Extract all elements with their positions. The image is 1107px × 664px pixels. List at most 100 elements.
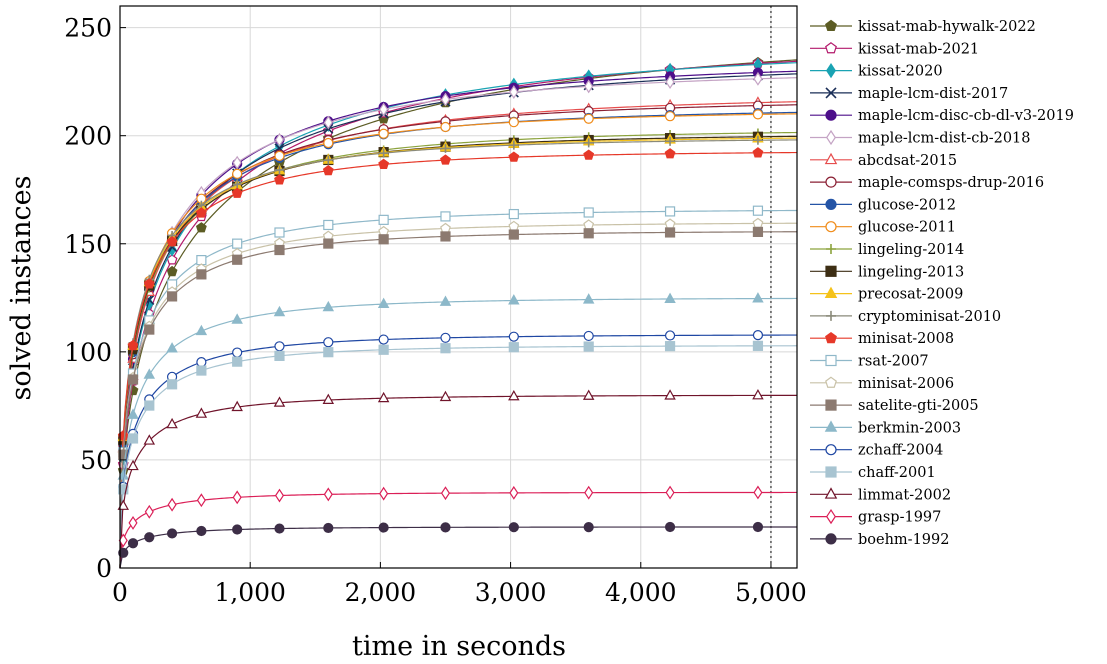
series-marker [440,143,450,153]
series-marker [826,509,836,525]
series-line [118,226,798,569]
y-tick-label: 150 [64,230,112,259]
series-marker [274,174,285,185]
series-marker [231,400,243,412]
series-path [119,139,798,569]
series-marker [824,152,838,165]
plot-frame [119,5,798,569]
series-marker [752,330,764,341]
legend-entry: lingeling-2013 [810,264,964,280]
series-marker [144,504,154,519]
legend-label: limmat-2002 [858,487,951,503]
legend-entry: chaff-2001 [810,465,936,481]
series-marker [379,102,389,117]
series-marker [509,485,519,500]
series-line [118,109,798,569]
series-marker [378,344,389,355]
series-line [117,132,798,569]
legend-label: lingeling-2014 [858,242,964,258]
series-marker [752,147,764,158]
series-marker [143,434,156,445]
series-marker [509,85,519,99]
series-marker [583,113,594,124]
series-path [119,77,798,569]
series-marker [195,407,208,418]
legend-entry: berkmin-2003 [810,420,961,436]
series-marker [232,168,243,179]
series-marker [440,231,451,242]
series-marker [664,218,676,229]
series-marker [118,547,129,558]
series-marker [166,291,178,302]
series-marker [508,229,519,240]
series-marker [274,165,284,175]
series-marker [664,111,676,122]
series-marker [378,522,389,533]
legend-label: glucose-2012 [858,197,956,213]
series-line [118,340,797,569]
legend-label: maple-lcm-disc-cb-dl-v3-2019 [858,108,1074,124]
series-path [119,151,798,569]
legend-label: kissat-mab-2021 [858,41,979,57]
series-marker [323,137,334,149]
grid [119,6,797,569]
series-marker [196,269,207,280]
legend-entry: maple-lcm-disc-cb-dl-v3-2019 [810,108,1074,124]
series-marker [118,484,129,495]
legend-label: berkmin-2003 [858,420,961,436]
series-marker [664,521,676,533]
series-marker [232,179,242,189]
series-path [119,394,798,569]
series-marker [166,417,178,429]
series-marker [583,219,595,230]
series-marker [583,149,595,160]
series-marker [378,334,389,345]
series-marker [274,488,285,503]
series-marker [166,379,178,390]
series-marker [127,459,139,471]
legend-entry: zchaff-2004 [810,443,943,459]
legend: kissat-mab-hywalk-2022 kissat-mab-2021 kis… [810,19,1074,548]
series-marker [274,227,285,238]
series-marker [323,347,334,358]
series-marker [232,524,243,535]
series-line [118,521,797,569]
series-marker [825,42,837,54]
series-marker [665,75,675,90]
series-marker [274,244,285,256]
series-line [117,292,797,569]
series-marker [824,420,838,432]
series-marker [752,340,764,351]
series-marker [273,305,286,317]
legend-label: abcdsat-2015 [858,153,957,169]
series-marker [379,486,389,501]
y-tick-label: 100 [64,338,112,367]
legend-label: glucose-2011 [858,220,956,236]
series-line [117,389,798,569]
legend-entry: abcdsat-2015 [810,153,957,169]
series-marker [127,538,139,549]
legend-entry: glucose-2012 [810,197,956,213]
series-marker [273,396,286,407]
series-path [119,345,797,569]
series-marker [127,374,139,385]
series-marker [378,234,389,245]
series-marker [584,485,594,500]
series-marker [379,148,389,158]
series-path [119,70,798,569]
series-marker [825,109,837,121]
x-tick-label: 2,000 [345,578,417,607]
legend-entry: rsat-2007 [810,354,929,370]
series-marker [440,154,451,165]
series-marker [128,515,138,530]
legend-entry: cryptominisat-2010 [810,309,1001,325]
series-marker [196,357,207,368]
legend-label: grasp-1997 [858,510,941,526]
series-marker [825,19,837,32]
series-marker [825,87,837,99]
series-marker [378,158,390,169]
series-marker [584,138,594,148]
series-path [119,113,798,569]
x-tick-label: 1,000 [214,578,286,607]
legend-entry: boehm-1992 [810,532,949,548]
